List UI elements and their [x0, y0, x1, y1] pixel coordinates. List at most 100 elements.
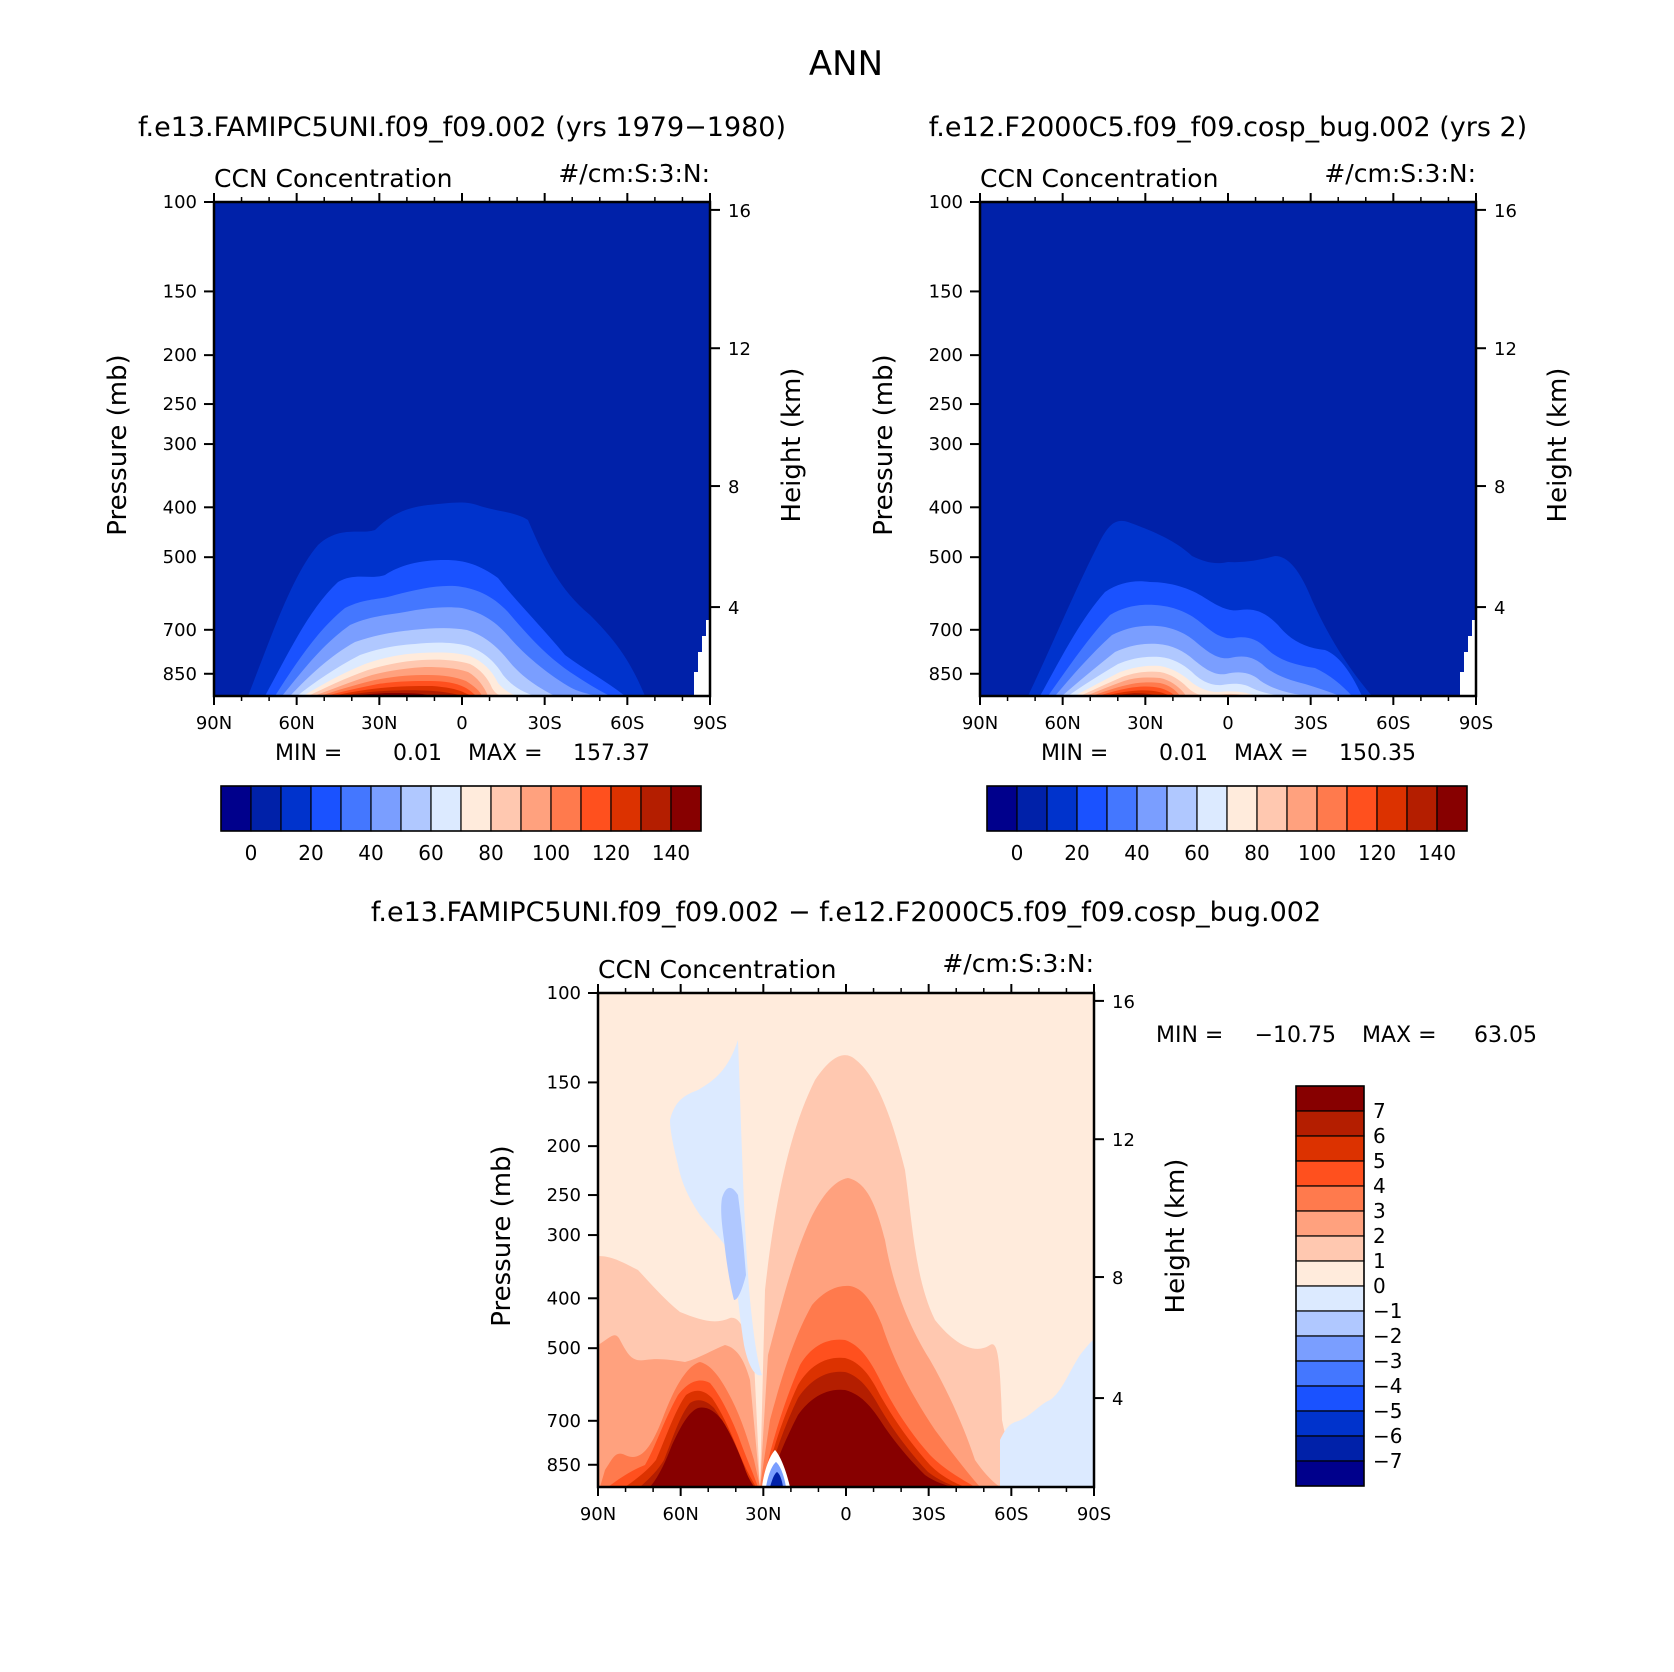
- panel-2-axes: 90N 60N 30N 0 30S 60S 90S 100 150 200 250 300 400 500…: [869, 192, 1573, 734]
- x-tick-label: 60S: [994, 1504, 1028, 1525]
- x-tick-label: 60N: [662, 1504, 698, 1525]
- colorbar-swatch: [1295, 1260, 1365, 1287]
- x-tick-label: 90N: [580, 1504, 616, 1525]
- y-right-axis-label: Height (km): [1543, 368, 1573, 523]
- y-tick-label: 500: [547, 1338, 581, 1359]
- panel-1-units: #/cm:S:3:N:: [558, 159, 710, 188]
- colorbar-swatch: [490, 785, 522, 832]
- colorbar-swatch: [1295, 1210, 1365, 1237]
- colorbar-tick-label: 20: [1064, 841, 1089, 865]
- y-tick-label: 250: [929, 394, 963, 415]
- y-right-tick-label: 16: [728, 201, 751, 222]
- panel-3-axes: 90N 60N 30N 0 30S 60S 90S 100 150 200 250 300 400 500…: [487, 983, 1191, 1525]
- x-tick-label: 30S: [527, 713, 561, 734]
- x-tick-label: 30N: [1127, 713, 1163, 734]
- colorbar-tick-label: −5: [1373, 1399, 1402, 1423]
- figure-title: ANN: [809, 44, 883, 84]
- colorbar-swatch: [1376, 785, 1408, 832]
- colorbar-swatch: [1256, 785, 1288, 832]
- colorbar-tick-label: 5: [1373, 1149, 1386, 1173]
- colorbar-tick-label: −2: [1373, 1324, 1402, 1348]
- panel-2-colorbar: 0 20 40 60 80 100 120 140: [986, 785, 1468, 865]
- colorbar-tick-label: 60: [418, 841, 443, 865]
- colorbar-swatch: [1316, 785, 1348, 832]
- colorbar-swatch: [986, 785, 1018, 832]
- colorbar-swatch: [520, 785, 552, 832]
- panel-1-stats: MIN = 0.01 MAX = 157.37: [275, 741, 650, 766]
- y-tick-label: 300: [163, 434, 197, 455]
- panel-1-variable: CCN Concentration: [214, 164, 452, 193]
- y-tick-label: 400: [929, 497, 963, 518]
- colorbar-swatch: [370, 785, 402, 832]
- colorbar-tick-label: 1: [1373, 1249, 1386, 1273]
- colorbar-swatch: [1295, 1335, 1365, 1362]
- y-right-axis-label: Height (km): [777, 368, 807, 523]
- colorbar-swatch: [1295, 1310, 1365, 1337]
- x-tick-label: 0: [1222, 713, 1233, 734]
- colorbar-tick-label: 120: [592, 841, 630, 865]
- y-right-tick-label: 16: [1112, 992, 1135, 1013]
- panel-2-min-value: 0.01: [1159, 741, 1208, 766]
- colorbar-swatch: [1295, 1085, 1365, 1112]
- y-tick-label: 700: [163, 620, 197, 641]
- x-tick-label: 90N: [196, 713, 232, 734]
- colorbar-swatch: [1295, 1135, 1365, 1162]
- colorbar-swatch: [1406, 785, 1438, 832]
- colorbar-tick-label: 80: [1244, 841, 1269, 865]
- colorbar-swatch: [1295, 1110, 1365, 1137]
- colorbar-tick-label: 0: [245, 841, 258, 865]
- y-right-tick-label: 12: [1494, 339, 1517, 360]
- panel-3-max-value: 63.05: [1474, 1023, 1537, 1048]
- colorbar-tick-label: −7: [1373, 1449, 1402, 1473]
- colorbar-swatch: [1226, 785, 1258, 832]
- x-tick-label: 60N: [278, 713, 314, 734]
- panel-2-field: [980, 202, 1476, 696]
- panel-3-units: #/cm:S:3:N:: [942, 949, 1094, 978]
- panel-3-min-value: −10.75: [1255, 1023, 1336, 1048]
- colorbar-swatch: [670, 785, 702, 832]
- colorbar-swatch: [640, 785, 672, 832]
- colorbar-swatch: [1046, 785, 1078, 832]
- colorbar-swatch: [1295, 1460, 1365, 1487]
- y-right-tick-label: 8: [1494, 477, 1505, 498]
- colorbar-swatch: [1286, 785, 1318, 832]
- y-tick-label: 100: [547, 983, 581, 1004]
- y-tick-label: 500: [929, 547, 963, 568]
- colorbar-tick-label: 4: [1373, 1174, 1386, 1198]
- colorbar-swatch: [1295, 1360, 1365, 1387]
- colorbar-swatch: [1346, 785, 1378, 832]
- y-tick-label: 850: [547, 1455, 581, 1476]
- colorbar-tick-label: 120: [1358, 841, 1396, 865]
- panel-2-title: f.e12.F2000C5.f09_f09.cosp_bug.002 (yrs …: [929, 112, 1527, 143]
- colorbar-swatch: [250, 785, 282, 832]
- panel-1-axes: 90N 60N 30N 0 30S 60S 90S 100 150 200 250 300 400 500…: [103, 192, 807, 734]
- x-tick-label: 60N: [1044, 713, 1080, 734]
- panel-2-missing-data: [1460, 620, 1476, 696]
- colorbar-tick-label: 3: [1373, 1199, 1386, 1223]
- colorbar-tick-label: 100: [532, 841, 570, 865]
- y-tick-label: 300: [547, 1225, 581, 1246]
- y-tick-label: 850: [163, 664, 197, 685]
- panel-1-min-label: MIN =: [275, 741, 342, 766]
- panel-2-stats: MIN = 0.01 MAX = 150.35: [1041, 741, 1416, 766]
- panel-2: f.e12.F2000C5.f09_f09.cosp_bug.002 (yrs …: [869, 112, 1573, 865]
- panel-1-title: f.e13.FAMIPC5UNI.f09_f09.002 (yrs 1979−1…: [138, 112, 786, 143]
- panel-3-level-neg-1-2: [721, 1187, 746, 1300]
- x-tick-label: 90N: [962, 713, 998, 734]
- panel-3-max-label: MAX =: [1362, 1023, 1437, 1048]
- y-right-tick-label: 4: [728, 598, 739, 619]
- colorbar-tick-label: 40: [1124, 841, 1149, 865]
- panel-3-field: [598, 993, 1094, 1487]
- panel-2-variable: CCN Concentration: [980, 164, 1218, 193]
- colorbar-tick-label: −4: [1373, 1374, 1402, 1398]
- colorbar-tick-label: 40: [358, 841, 383, 865]
- panel-1-field: [214, 202, 710, 696]
- y-right-tick-label: 16: [1494, 201, 1517, 222]
- y-right-tick-label: 8: [1112, 1268, 1123, 1289]
- colorbar-swatch: [550, 785, 582, 832]
- colorbar-swatch: [1295, 1435, 1365, 1462]
- panel-3-level-above-7-right: [768, 1389, 952, 1487]
- colorbar-swatch: [1076, 785, 1108, 832]
- colorbar-tick-label: 20: [298, 841, 323, 865]
